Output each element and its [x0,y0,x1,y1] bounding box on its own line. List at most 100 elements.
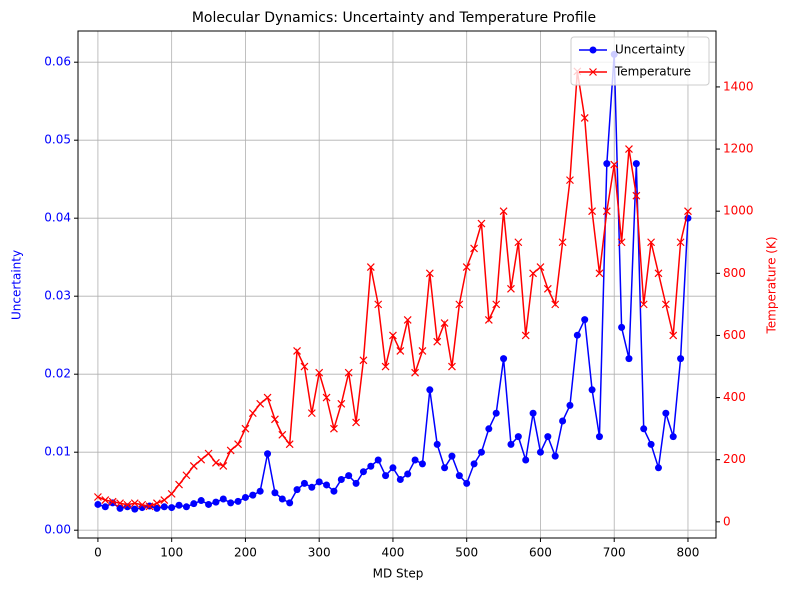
marker [182,471,191,480]
marker [521,331,530,340]
marker [168,504,176,512]
marker [514,433,522,441]
marker [522,456,530,464]
marker [227,499,235,507]
marker [448,362,456,371]
marker [389,464,397,472]
marker [492,409,500,417]
marker [197,497,205,505]
marker [573,331,581,339]
y-tick-label: 0.01 [44,445,71,459]
marker [271,415,279,424]
marker [588,207,597,216]
y-axis-label: Uncertainty [10,250,24,320]
legend-label: Temperature [614,65,691,79]
marker [662,409,670,417]
marker [160,496,169,505]
plot-frame [77,30,717,539]
marker [131,505,139,513]
legend-box [570,36,710,86]
marker [433,440,441,448]
marker [116,499,124,508]
marker [544,433,552,441]
marker [595,269,604,278]
marker [617,238,626,247]
marker [536,448,544,456]
marker [241,424,250,433]
marker [625,355,633,363]
marker [345,472,353,480]
marker [337,476,345,483]
marker [610,160,619,169]
marker [426,386,434,394]
x-tick-label: 100 [160,546,183,560]
x-tick-label: 600 [529,546,552,560]
marker [264,450,272,458]
marker [455,472,463,480]
plot-area [93,50,692,513]
y2-tick-label: 1200 [723,142,754,156]
marker [153,504,161,512]
marker [278,495,286,503]
marker [94,500,102,508]
marker [507,440,515,448]
marker [463,479,471,487]
marker [359,468,367,476]
marker [344,368,353,377]
marker [404,470,412,478]
marker [477,219,486,228]
marker [352,479,360,487]
y2-tick-label: 400 [723,390,746,404]
marker [219,495,227,503]
chart-title: Molecular Dynamics: Uncertainty and Temp… [192,10,596,26]
marker [189,462,198,470]
marker [293,486,301,494]
marker [219,462,228,470]
marker [580,114,589,122]
marker [167,489,176,498]
marker [182,503,190,511]
marker [499,207,508,216]
marker [234,440,242,449]
marker [396,347,405,355]
marker [271,489,279,497]
marker [374,456,382,464]
marker [315,478,323,486]
marker [175,501,183,509]
x-axis-label: MD Step [373,567,424,581]
marker [123,500,132,509]
marker [160,503,168,511]
marker [595,433,603,441]
marker [101,496,110,505]
marker [676,238,685,247]
x-tick-label: 300 [308,546,331,560]
marker [647,440,655,448]
marker [263,393,272,402]
marker [130,499,139,508]
marker [396,476,404,483]
marker [403,315,412,324]
marker [367,462,375,470]
marker [559,417,567,425]
y2-axis-label: Temperature (K) [765,236,779,334]
marker [293,347,301,355]
marker [389,331,397,340]
marker [677,355,685,363]
marker [640,425,648,433]
marker [248,409,257,418]
marker [441,464,449,472]
marker [315,368,324,377]
marker [359,356,368,365]
marker [448,452,456,460]
marker [536,263,545,272]
marker [145,502,154,511]
marker [669,331,678,340]
marker [455,300,464,309]
marker [175,480,183,489]
marker [566,401,574,409]
y2-tick-label: 800 [723,266,746,280]
marker [470,244,479,253]
marker [226,446,235,455]
marker [93,493,102,501]
